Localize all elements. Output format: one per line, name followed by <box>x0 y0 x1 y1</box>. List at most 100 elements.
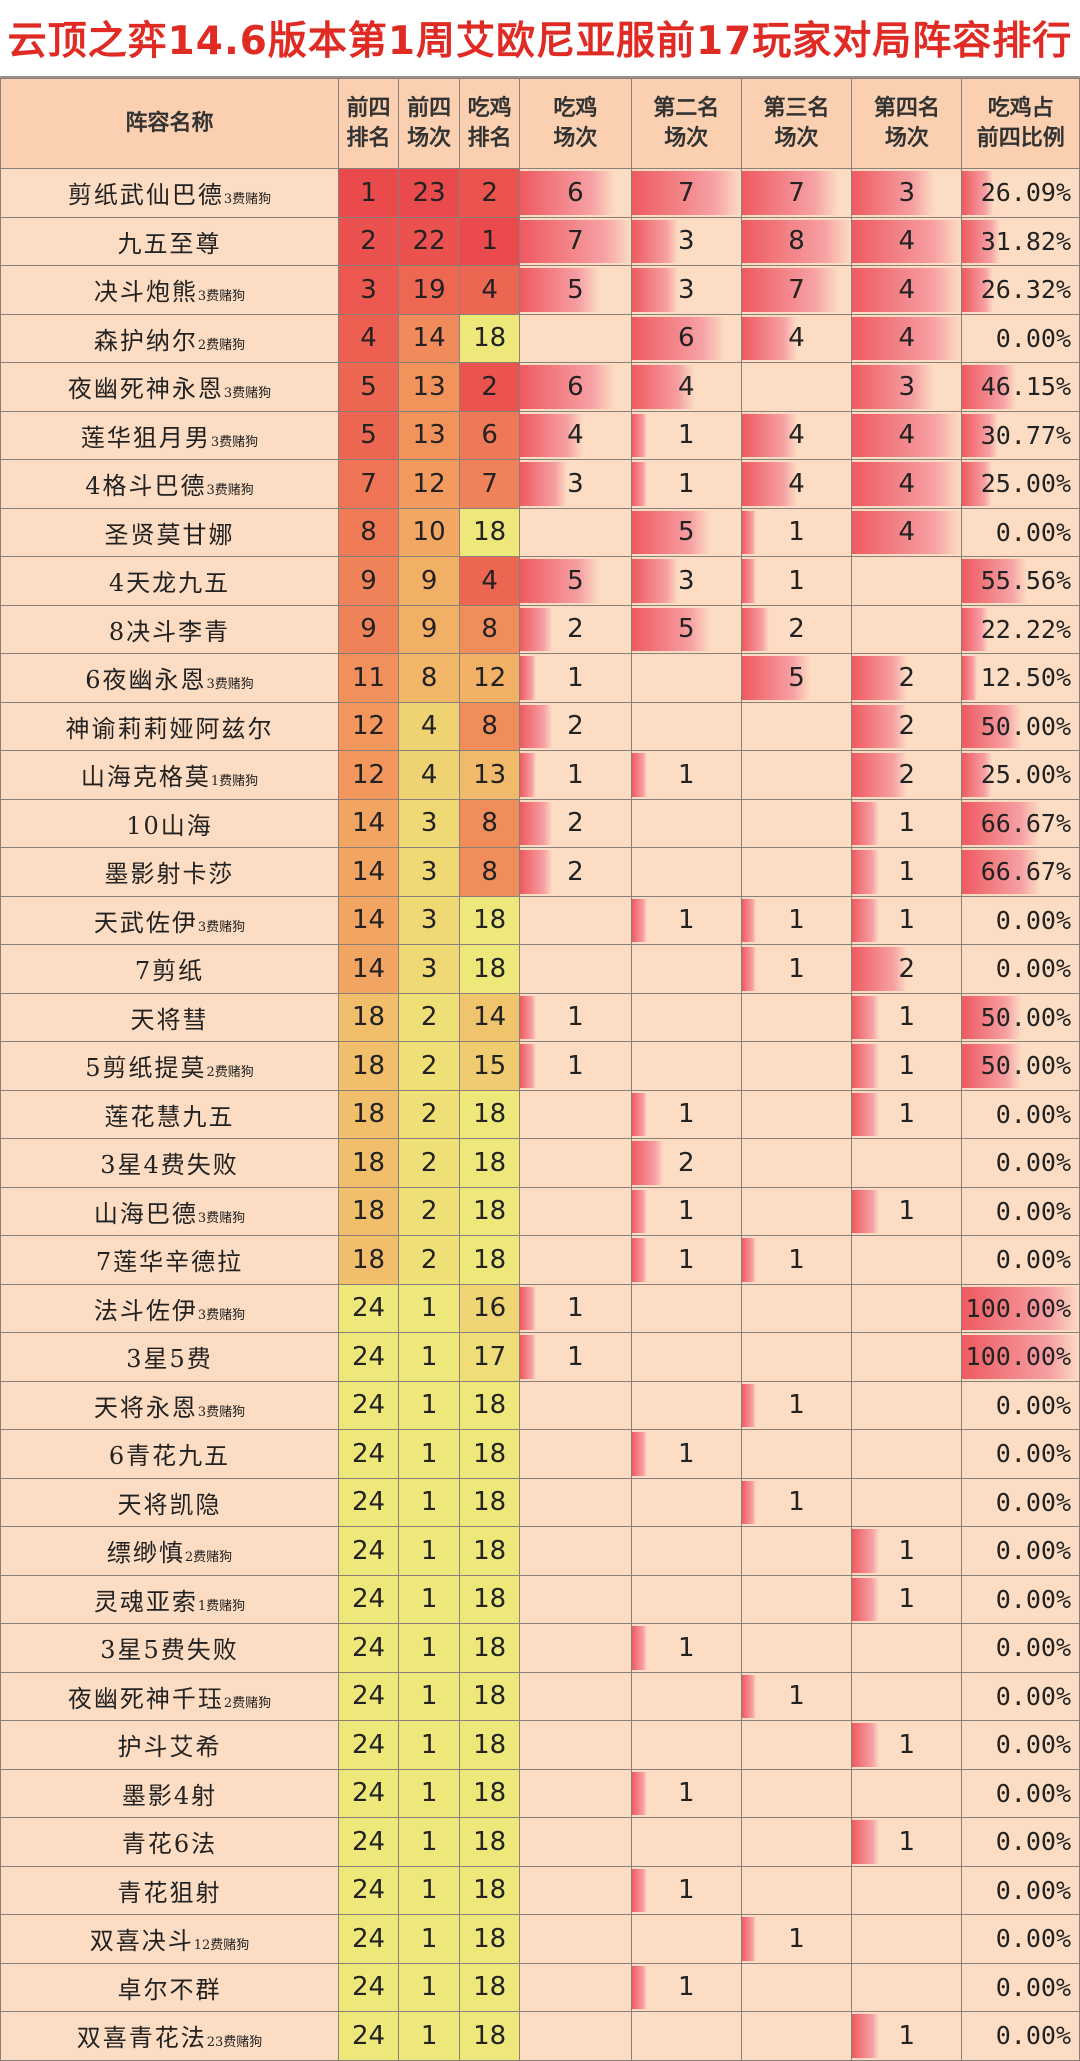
data-bar <box>852 219 961 263</box>
cell-value: 5 <box>360 420 377 451</box>
lineup-name-cell: 莲华狙月男3费赌狗 <box>0 410 340 460</box>
cell-value: 1 <box>898 1729 916 1760</box>
cell-value: 18 <box>352 1050 386 1081</box>
third-cell <box>740 1768 853 1818</box>
wins-cell <box>519 1817 632 1867</box>
cell-value: 4 <box>898 517 916 548</box>
win-ratio-cell: 25.00% <box>961 750 1080 800</box>
table-row: 夜幽死神千珏2费赌狗 24 1 18 1 0.00% <box>0 1671 1080 1721</box>
cell-value: 100.00% <box>965 1293 1071 1323</box>
cell-value: 2 <box>420 1002 438 1033</box>
top4-rank-cell: 12 <box>338 750 400 800</box>
lineup-name-cell: 墨影射卡莎 <box>0 847 340 897</box>
cell-value: 1 <box>898 905 916 936</box>
header-fourth: 第四名 场次 <box>851 78 963 169</box>
cell-value: 3 <box>420 953 438 984</box>
cell-value: 15 <box>473 1050 507 1081</box>
top4-games-cell: 13 <box>398 410 461 460</box>
fourth-cell: 1 <box>851 798 963 848</box>
win-rank-cell: 2 <box>459 168 521 218</box>
table-row: 莲花慧九五 18 2 18 1 1 0.00% <box>0 1089 1080 1139</box>
cell-value: 0.00% <box>995 1681 1071 1711</box>
header-wins: 吃鸡 场次 <box>519 78 632 169</box>
cell-value: 3 <box>898 177 916 208</box>
lineup-name: 护斗艾希 <box>117 1733 222 1762</box>
win-ratio-cell: 0.00% <box>961 313 1080 363</box>
lineup-cost-note: 3费赌狗 <box>223 192 272 208</box>
cell-value: 5 <box>677 614 695 645</box>
data-bar <box>742 1238 756 1282</box>
data-bar <box>520 801 552 845</box>
cell-value: 8 <box>360 517 377 548</box>
top4-rank-cell: 14 <box>338 895 400 945</box>
top4-games-cell: 1 <box>398 1962 461 2012</box>
win-rank-cell: 14 <box>459 992 521 1042</box>
lineup-cost-note: 3费赌狗 <box>197 1210 246 1226</box>
second-cell <box>630 1380 742 1430</box>
win-rank-cell: 18 <box>459 1235 521 1285</box>
cell-value: 18 <box>473 953 507 984</box>
fourth-cell: 4 <box>851 313 963 363</box>
cell-value: 2 <box>677 1147 695 1178</box>
cell-value: 1 <box>677 1244 695 1275</box>
top4-games-cell: 8 <box>398 653 461 703</box>
second-cell: 1 <box>630 459 742 509</box>
lineup-name: 山海巴德 <box>93 1199 198 1228</box>
cell-value: 1 <box>420 1584 438 1615</box>
data-bar <box>520 365 615 409</box>
wins-cell <box>519 507 632 557</box>
cell-value: 18 <box>473 1244 507 1275</box>
third-cell <box>740 1283 853 1333</box>
cell-value: 24 <box>352 1972 386 2003</box>
lineup-name: 青花6法 <box>121 1830 218 1859</box>
fourth-cell: 1 <box>851 992 963 1042</box>
fourth-cell: 1 <box>851 1817 963 1867</box>
fourth-cell: 3 <box>851 168 963 218</box>
wins-cell <box>519 1671 632 1721</box>
third-cell <box>740 750 853 800</box>
cell-value: 9 <box>420 565 438 596</box>
top4-games-cell: 1 <box>398 1865 461 1915</box>
cell-value: 50.00% <box>980 1002 1071 1032</box>
cell-value: 0.00% <box>995 1730 1071 1760</box>
cell-value: 4 <box>898 420 916 451</box>
top4-games-cell: 1 <box>398 1720 461 1770</box>
wins-cell <box>519 1768 632 1818</box>
cell-value: 14 <box>352 905 386 936</box>
cell-value: 24 <box>352 1729 386 1760</box>
data-bar <box>632 607 710 651</box>
cell-value: 4 <box>898 323 916 354</box>
cell-value: 3 <box>677 565 695 596</box>
cell-value: 1 <box>420 1293 438 1324</box>
table-row: 5剪纸提莫2费赌狗 18 2 15 1 1 50.00% <box>0 1041 1080 1091</box>
win-rank-cell: 18 <box>459 507 521 557</box>
data-bar <box>852 801 880 845</box>
lineup-name-cell: 7剪纸 <box>0 944 340 994</box>
lineup-name: 天将凯隐 <box>117 1490 222 1519</box>
cell-value: 18 <box>473 1729 507 1760</box>
data-bar <box>962 656 978 700</box>
cell-value: 1 <box>420 1632 438 1663</box>
lineup-cost-note: 3费赌狗 <box>223 386 272 402</box>
win-rank-cell: 7 <box>459 459 521 509</box>
top4-rank-cell: 3 <box>338 265 400 315</box>
data-bar <box>962 1286 1079 1330</box>
data-bar <box>520 656 536 700</box>
cell-value: 4 <box>898 468 916 499</box>
cell-value: 2 <box>420 1244 438 1275</box>
cell-value: 4 <box>788 323 805 354</box>
lineup-name: 缥缈慎 <box>106 1539 185 1568</box>
lineup-name-cell: 九五至尊 <box>0 216 340 266</box>
lineup-name: 6夜幽永恩 <box>85 666 207 695</box>
table-row: 灵魂亚索1费赌狗 24 1 18 1 0.00% <box>0 1574 1080 1624</box>
wins-cell: 7 <box>519 216 632 266</box>
win-rank-cell: 18 <box>459 313 521 363</box>
lineup-name-cell: 天武佐伊3费赌狗 <box>0 895 340 945</box>
fourth-cell <box>851 1623 963 1673</box>
wins-cell <box>519 1186 632 1236</box>
top4-rank-cell: 24 <box>338 1817 400 1867</box>
wins-cell: 2 <box>519 701 632 751</box>
data-bar <box>962 995 1021 1039</box>
cell-value: 1 <box>898 1584 916 1615</box>
win-ratio-cell: 50.00% <box>961 992 1080 1042</box>
